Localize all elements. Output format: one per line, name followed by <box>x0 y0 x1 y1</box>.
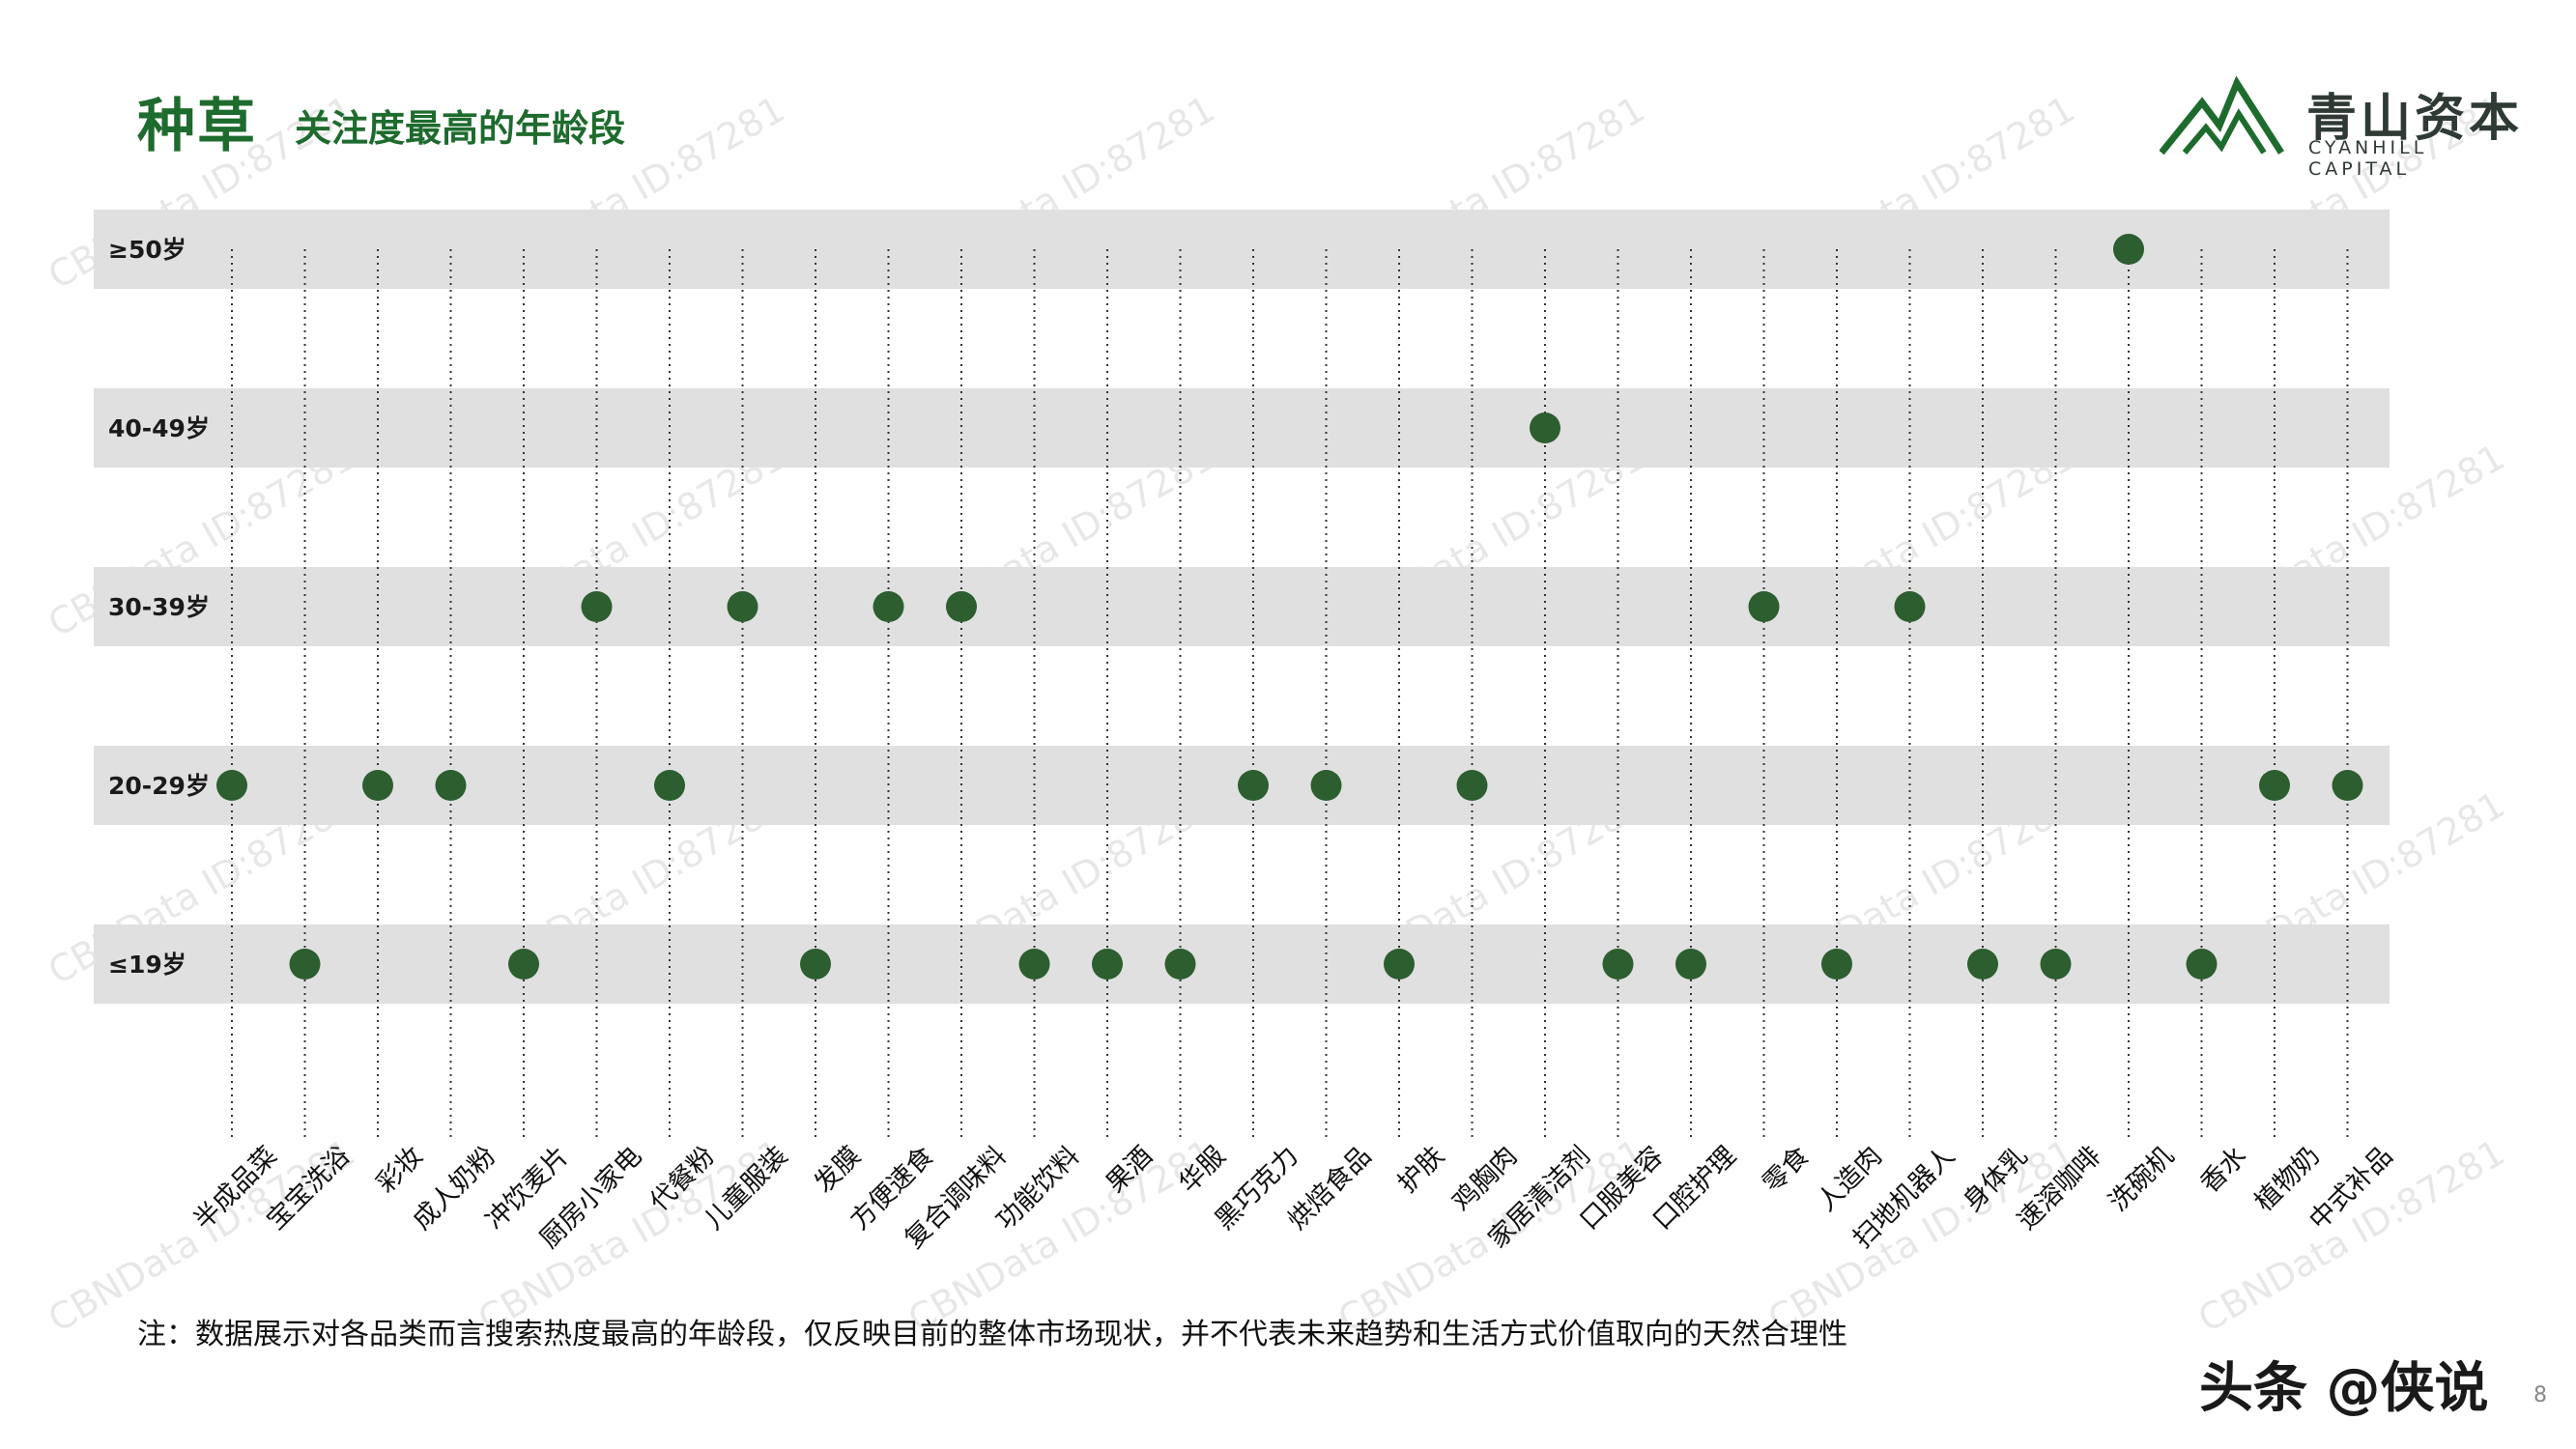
row-band <box>94 567 2390 646</box>
data-point <box>581 591 613 622</box>
data-point <box>508 949 539 980</box>
category-gridlines <box>231 249 2349 1140</box>
data-point <box>1675 949 1706 980</box>
logo-name-en: CYANHILL CAPITAL <box>2308 137 2428 180</box>
x-tick-label: 护肤 <box>1392 1141 1450 1199</box>
data-point <box>2113 234 2144 265</box>
data-point <box>1164 949 1196 980</box>
row-bands <box>94 210 2390 1004</box>
data-point <box>2040 949 2072 980</box>
data-point <box>1092 949 1123 980</box>
data-points <box>216 234 2363 980</box>
data-point <box>1894 591 1926 622</box>
data-point <box>1310 770 1342 801</box>
footnote: 注：数据展示对各品类而言搜索热度最高的年龄段，仅反映目前的整体市场现状，并不代表… <box>137 1318 1847 1351</box>
x-tick-label: 洗碗机 <box>2104 1141 2180 1217</box>
data-point <box>1821 949 1852 980</box>
page-subtitle: 关注度最高的年龄段 <box>295 107 626 150</box>
data-point <box>2332 770 2363 801</box>
data-point <box>1018 949 1050 980</box>
data-point <box>1238 770 1269 801</box>
data-point <box>1967 949 1998 980</box>
x-tick-label: 香水 <box>2194 1141 2252 1199</box>
x-tick-label: 零食 <box>1757 1141 1815 1199</box>
row-band <box>94 388 2390 468</box>
row-band <box>94 924 2390 1004</box>
page-title: 种草 <box>137 93 257 160</box>
y-tick-label: ≤19岁 <box>108 951 186 979</box>
x-tick-label: 彩妆 <box>371 1141 429 1199</box>
data-point <box>216 770 247 801</box>
data-point <box>435 770 467 801</box>
data-point <box>1530 412 1560 443</box>
x-tick-label: 果酒 <box>1101 1141 1159 1199</box>
y-tick-label: 30-39岁 <box>108 593 210 621</box>
y-tick-label: 20-29岁 <box>108 772 210 800</box>
source-tag: 头条 @侠说 <box>2199 1357 2489 1420</box>
data-point <box>800 949 831 980</box>
data-point <box>1602 949 1634 980</box>
y-tick-label: ≥50岁 <box>108 236 186 264</box>
data-point <box>1384 949 1415 980</box>
mountain-logo-icon <box>2160 75 2284 155</box>
data-point <box>289 949 321 980</box>
x-tick-label: 华服 <box>1173 1141 1231 1199</box>
row-band <box>94 210 2390 289</box>
logo-name-cn: 青山资本 <box>2306 90 2524 148</box>
data-point <box>946 591 977 622</box>
data-point <box>2259 770 2290 801</box>
y-tick-label: 40-49岁 <box>108 414 210 442</box>
data-point <box>727 591 758 622</box>
data-point <box>362 770 393 801</box>
page-number: 8 <box>2533 1383 2547 1407</box>
x-tick-label: 发膜 <box>809 1141 867 1199</box>
company-logo: 青山资本 CYANHILL CAPITAL <box>2160 75 2527 180</box>
data-point <box>654 770 685 801</box>
data-point <box>2186 949 2218 980</box>
data-point <box>1456 770 1488 801</box>
data-point <box>873 591 904 622</box>
data-point <box>1748 591 1780 622</box>
y-axis-labels: ≥50岁 40-49岁 30-39岁 20-29岁 ≤19岁 <box>108 236 210 979</box>
